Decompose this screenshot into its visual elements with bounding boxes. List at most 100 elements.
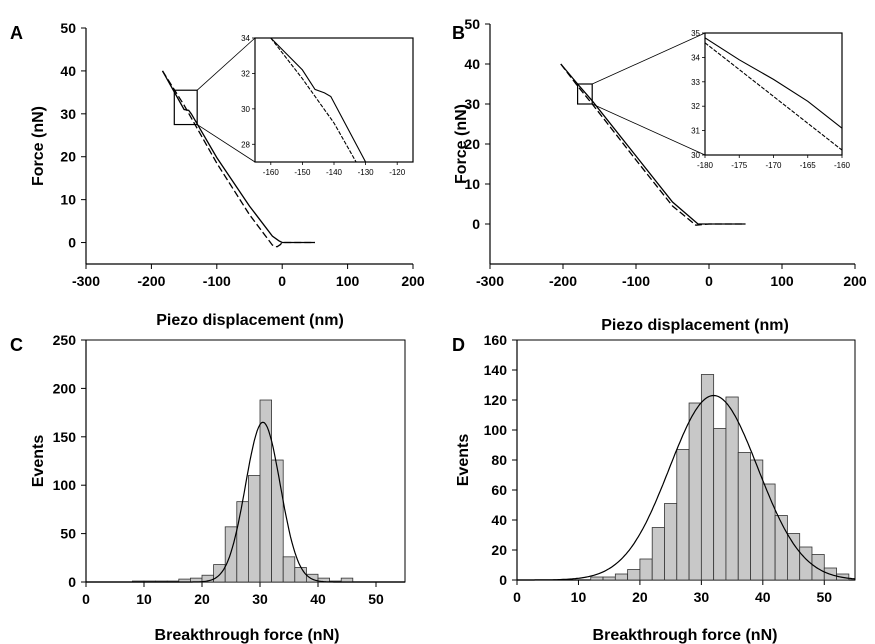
histogram-bar — [676, 449, 690, 581]
histogram-bar — [294, 567, 307, 583]
histogram-bar — [639, 558, 653, 581]
histogram-bar — [247, 475, 261, 583]
y-tick-label: 0 — [68, 574, 76, 590]
histogram-bar — [713, 428, 727, 581]
histogram-bar — [213, 564, 226, 583]
y-tick-label: 150 — [53, 429, 77, 445]
histogram-bar — [664, 503, 678, 581]
y-tick-label: 100 — [484, 422, 508, 438]
inset-x-tick-label: -160 — [834, 161, 851, 170]
histogram-bar — [700, 374, 715, 581]
y-tick-label: 60 — [491, 482, 507, 498]
y-tick-label: 40 — [60, 63, 76, 79]
panel-d: D Breakthrough force (nN) Events 0 10 20 30… — [452, 332, 856, 644]
panel-letter-a: A — [10, 23, 23, 43]
x-tick-label: 20 — [632, 589, 648, 605]
y-axis-label-d: Events — [455, 434, 472, 487]
histogram-bar — [774, 515, 788, 581]
histogram-bar — [614, 573, 629, 581]
panel-letter-b: B — [452, 23, 465, 43]
histogram-bar — [750, 459, 764, 581]
inset-y-tick-label: 32 — [241, 69, 250, 78]
inset-y-tick-label: 30 — [241, 105, 250, 114]
histogram-bar — [651, 527, 665, 581]
inset-x-tick-label: -150 — [294, 168, 311, 177]
zoom-connector — [592, 32, 706, 85]
inset-y-tick-label: 34 — [241, 34, 250, 43]
inset-y-tick-label: 31 — [691, 127, 700, 136]
y-tick-label: 160 — [484, 332, 508, 348]
inset-y-tick-label: 35 — [691, 29, 700, 38]
inset-x-tick-label: -140 — [326, 168, 343, 177]
y-tick-label: 50 — [60, 20, 76, 36]
inset-curve-solid — [270, 38, 367, 162]
y-tick-label: 50 — [60, 526, 76, 542]
histogram-bar — [627, 569, 641, 581]
panel-letter-d: D — [452, 335, 465, 355]
y-tick-label: 100 — [53, 477, 77, 493]
gaussian-fit-curve — [86, 421, 405, 583]
y-tick-label: 120 — [484, 392, 508, 408]
x-tick-label: -200 — [549, 273, 577, 289]
x-tick-label: 0 — [82, 591, 90, 607]
histogram-bar — [762, 483, 776, 581]
x-tick-label: 10 — [136, 591, 152, 607]
y-tick-label: 40 — [464, 56, 480, 72]
inset-x-tick-label: -120 — [389, 168, 406, 177]
y-tick-label: 20 — [491, 542, 507, 558]
x-tick-label: 50 — [816, 589, 832, 605]
histogram-bar — [811, 554, 825, 581]
x-tick-label: 100 — [336, 273, 360, 289]
y-tick-label: 0 — [472, 216, 480, 232]
x-tick-label: -300 — [476, 273, 504, 289]
panel-c: C Breakthrough force (nN) Events 0 10 20 30… — [10, 332, 406, 644]
histogram-bar — [236, 501, 249, 583]
panel-letter-c: C — [10, 335, 23, 355]
inset-y-tick-label: 34 — [691, 53, 700, 62]
histogram-bar — [602, 576, 616, 581]
y-tick-label: 30 — [464, 96, 480, 112]
x-tick-label: 100 — [770, 273, 794, 289]
inset-frame — [254, 37, 414, 163]
inset-x-tick-label: -160 — [263, 168, 280, 177]
zoom-box — [576, 83, 593, 105]
inset-curve-solid — [705, 37, 842, 129]
y-axis-label-b: Force (nN) — [453, 104, 470, 184]
y-tick-label: 50 — [464, 16, 480, 32]
x-tick-label: 10 — [571, 589, 587, 605]
y-tick-label: 20 — [464, 136, 480, 152]
inset-x-tick-label: -175 — [731, 161, 748, 170]
y-tick-label: 10 — [464, 176, 480, 192]
inset-x-tick-label: -180 — [697, 161, 714, 170]
x-axis-label-b: Piezo displacement (nm) — [601, 317, 789, 334]
y-axis-label-c: Events — [30, 435, 47, 488]
x-tick-label: 30 — [694, 589, 710, 605]
x-axis-label-a: Piezo displacement (nm) — [156, 312, 344, 329]
inset-x-tick-label: -170 — [765, 161, 782, 170]
inset-frame — [704, 32, 843, 156]
zoom-connector — [196, 124, 256, 163]
inset-curve-dashed — [705, 42, 842, 151]
histogram-bar — [259, 399, 273, 583]
x-axis-label-d: Breakthrough force (nN) — [593, 627, 778, 644]
inset-x-tick-label: -130 — [358, 168, 375, 177]
y-tick-label: 200 — [53, 380, 77, 396]
y-tick-label: 250 — [53, 332, 77, 348]
inset-y-tick-label: 28 — [241, 140, 250, 149]
histogram-bar — [271, 459, 284, 583]
inset-y-tick-label: 32 — [691, 102, 700, 111]
histogram-bar — [787, 533, 801, 581]
y-tick-label: 140 — [484, 362, 508, 378]
x-tick-label: 200 — [401, 273, 425, 289]
inset-y-tick-label: 30 — [691, 151, 700, 160]
x-tick-label: 0 — [278, 273, 286, 289]
panel-a: A Piezo displacement (nm) Force (nN) -30… — [10, 20, 425, 329]
x-tick-label: 0 — [705, 273, 713, 289]
panel-b: B Piezo displacement (nm) Force (nN) -30… — [452, 16, 867, 334]
x-tick-label: -200 — [137, 273, 165, 289]
histogram-bar — [688, 402, 702, 581]
y-axis-label-a: Force (nN) — [30, 106, 47, 186]
histogram-bar — [590, 576, 604, 581]
gaussian-fit-curve — [517, 394, 856, 581]
